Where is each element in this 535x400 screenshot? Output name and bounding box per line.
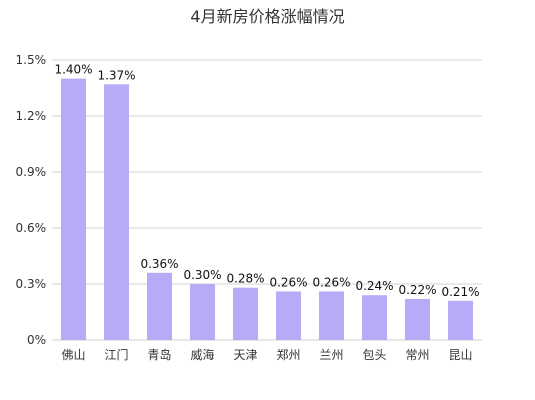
- data-label: 0.24%: [355, 279, 393, 293]
- bar: [233, 287, 258, 340]
- bar: [104, 84, 129, 341]
- value-labels: 1.40% 1.37% 0.36% 0.30% 0.28% 0.26% 0.26% 0.24%…: [54, 63, 479, 299]
- data-label: 0.28%: [226, 272, 264, 286]
- x-tick-label: 威海: [190, 347, 214, 362]
- y-tick-label: 0.3%: [16, 277, 47, 291]
- y-axis-ticks: 0% 0.3% 0.6% 0.9% 1.2% 1.5%: [16, 53, 47, 347]
- y-tick-label: 0.9%: [16, 165, 47, 179]
- x-tick-label: 天津: [233, 348, 257, 362]
- bar: [319, 291, 344, 340]
- chart-title: 4月新房价格涨幅情况: [190, 7, 344, 26]
- bar: [190, 284, 215, 340]
- x-tick-label: 郑州: [276, 347, 300, 362]
- y-tick-label: 1.2%: [16, 109, 47, 123]
- bar: [276, 291, 301, 340]
- x-tick-label: 佛山: [61, 348, 85, 362]
- x-tick-label: 昆山: [448, 348, 472, 362]
- x-tick-label: 青岛: [147, 347, 171, 362]
- bar: [448, 300, 473, 340]
- data-label: 1.37%: [97, 68, 135, 82]
- x-axis-ticks: 佛山 江门 青岛 威海 天津 郑州 兰州 包头 常州 昆山: [61, 347, 472, 362]
- x-tick-label: 包头: [362, 348, 386, 362]
- data-label: 1.40%: [54, 63, 92, 77]
- x-tick-label: 兰州: [319, 348, 343, 362]
- data-label: 0.22%: [398, 283, 436, 297]
- bar: [405, 298, 430, 340]
- bar: [61, 78, 86, 341]
- data-label: 0.26%: [269, 275, 307, 289]
- bars: [61, 78, 473, 341]
- bar: [147, 272, 172, 340]
- data-label: 0.21%: [441, 285, 479, 299]
- data-label: 0.36%: [140, 257, 178, 271]
- bar: [362, 295, 387, 340]
- x-tick-label: 江门: [104, 347, 128, 362]
- y-tick-label: 0%: [27, 333, 46, 347]
- y-tick-label: 1.5%: [16, 53, 47, 67]
- x-tick-label: 常州: [405, 348, 429, 362]
- data-label: 0.30%: [183, 268, 221, 282]
- data-label: 0.26%: [312, 275, 350, 289]
- y-tick-label: 0.6%: [16, 221, 47, 235]
